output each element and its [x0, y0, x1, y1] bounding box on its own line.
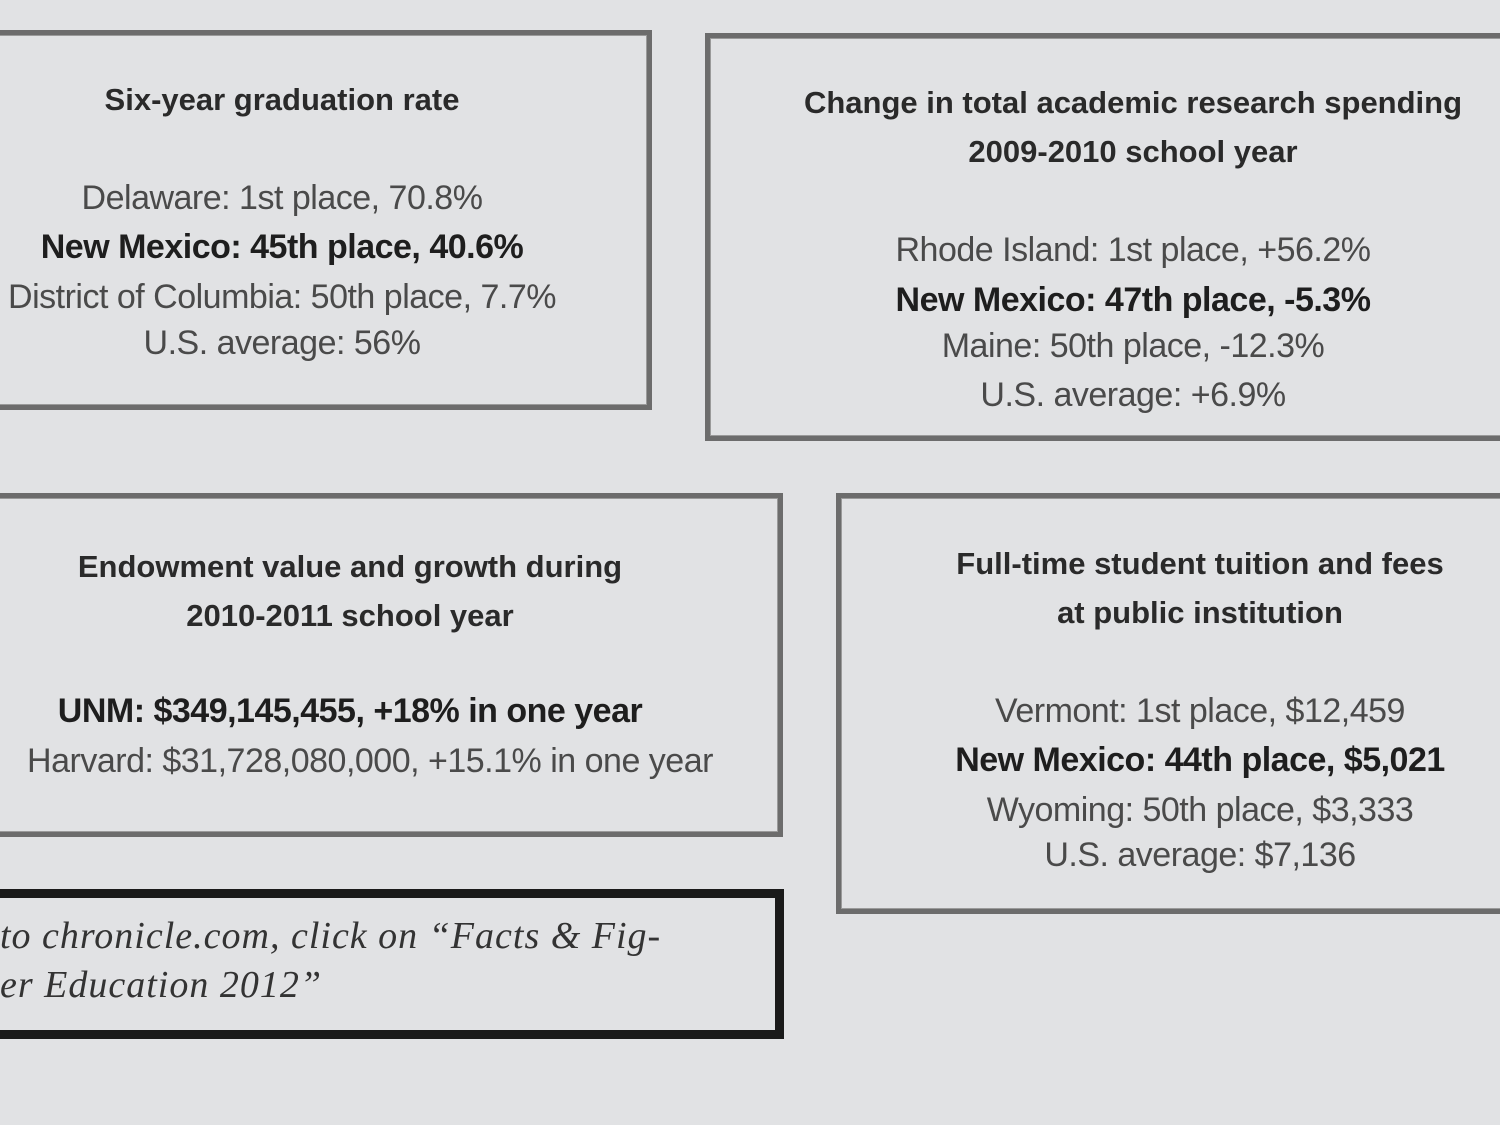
- panel-line: Rhode Island: 1st place, +56.2%: [895, 231, 1372, 269]
- panel-line-highlight: New Mexico: 44th place, $5,021: [955, 741, 1445, 779]
- panel-line: U.S. average: $7,136: [1044, 836, 1356, 874]
- panel-title: Full-time student tuition and fees: [956, 546, 1444, 581]
- panel-line: U.S. average: 56%: [143, 324, 421, 362]
- panel-line: Maine: 50th place, -12.3%: [941, 327, 1325, 365]
- endowment-panel: [0, 493, 783, 837]
- source-note-line: to chronicle.com, click on “Facts & Fig-: [0, 915, 662, 957]
- panel-title: Change in total academic research spendi…: [803, 85, 1463, 120]
- panel-title: Endowment value and growth during: [77, 549, 623, 584]
- panel-line: Harvard: $31,728,080,000, +15.1% in one …: [27, 742, 713, 780]
- source-note-line: er Education 2012”: [0, 964, 322, 1006]
- panel-line: Delaware: 1st place, 70.8%: [81, 179, 483, 217]
- panel-line-highlight: New Mexico: 47th place, -5.3%: [895, 281, 1371, 319]
- panel-title: 2010-2011 school year: [186, 598, 514, 633]
- panel-line: Wyoming: 50th place, $3,333: [986, 791, 1414, 829]
- panel-line: District of Columbia: 50th place, 7.7%: [8, 278, 556, 316]
- graduation-rate-panel: [0, 30, 652, 410]
- panel-line-highlight: UNM: $349,145,455, +18% in one year: [57, 692, 643, 730]
- source-note-box: [0, 889, 784, 1039]
- panel-line-highlight: New Mexico: 45th place, 40.6%: [40, 228, 524, 266]
- panel-title: Six-year graduation rate: [104, 82, 460, 117]
- panel-title: 2009-2010 school year: [968, 134, 1298, 169]
- tuition-panel: [836, 493, 1500, 914]
- panel-line: Vermont: 1st place, $12,459: [995, 692, 1405, 730]
- panel-title: at public institution: [1057, 595, 1343, 630]
- research-spending-panel: [705, 33, 1500, 441]
- panel-line: U.S. average: +6.9%: [980, 376, 1286, 414]
